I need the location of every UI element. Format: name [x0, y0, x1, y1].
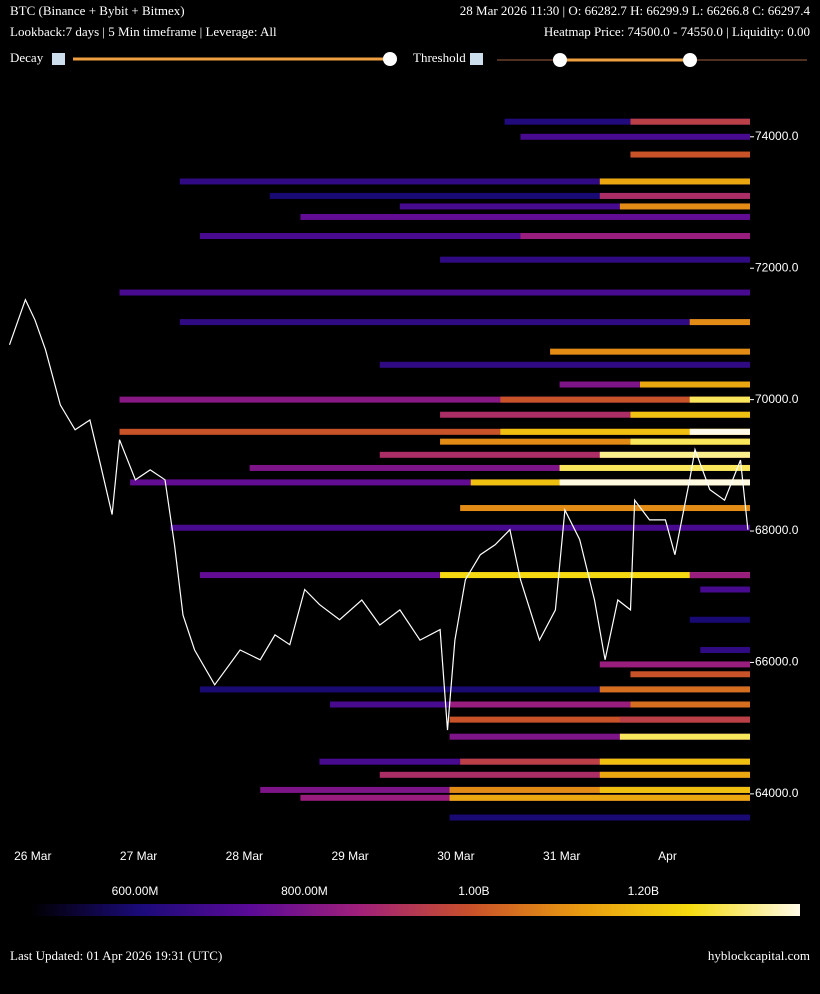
- heat-band: [449, 794, 750, 801]
- heat-band: [599, 786, 750, 793]
- heat-band: [689, 428, 750, 435]
- heat-band: [700, 646, 750, 653]
- heat-band: [500, 428, 750, 435]
- heat-band: [460, 505, 750, 512]
- heat-band: [689, 616, 750, 623]
- heat-band: [550, 348, 750, 355]
- chart-title: BTC (Binance + Bybit + Bitmex): [10, 3, 185, 18]
- heat-band: [599, 178, 750, 185]
- price-line: [8, 298, 749, 731]
- heat-band: [599, 192, 750, 199]
- y-tick-label: 66000.0: [755, 655, 799, 669]
- heat-band: [440, 256, 750, 263]
- x-tick-label: 26 Mar: [14, 849, 51, 863]
- source: hyblockcapital.com: [708, 948, 810, 963]
- colorbar-tick-label: 1.00B: [458, 884, 489, 898]
- heat-band: [130, 479, 750, 486]
- colorbar: [30, 904, 800, 916]
- heat-band: [440, 411, 750, 418]
- x-tick-label: 30 Mar: [437, 849, 474, 863]
- x-tick-label: 29 Mar: [331, 849, 368, 863]
- heat-band: [630, 411, 750, 418]
- colorbar-tick-label: 800.00M: [281, 884, 328, 898]
- heat-band: [399, 203, 750, 210]
- heat-band: [500, 396, 750, 403]
- x-tick-label: 28 Mar: [226, 849, 263, 863]
- heat-band: [379, 451, 750, 458]
- heat-band: [700, 586, 750, 593]
- x-tick-label: 31 Mar: [543, 849, 580, 863]
- heat-band: [440, 572, 750, 579]
- heat-band: [599, 661, 750, 668]
- heat-band: [449, 716, 750, 723]
- heat-band: [520, 133, 750, 140]
- x-tick-label: 27 Mar: [120, 849, 157, 863]
- y-tick-label: 68000.0: [755, 523, 799, 537]
- heat-band: [119, 289, 751, 296]
- heat-band: [599, 686, 750, 693]
- heat-band: [449, 733, 750, 740]
- heat-band: [179, 319, 750, 326]
- heat-band: [449, 701, 750, 708]
- plot-area: 64000.0 66000.0 68000.0 70000.0 72000.0 74000…: [8, 118, 799, 863]
- heat-band: [504, 118, 750, 125]
- decay-knob[interactable]: [383, 52, 397, 66]
- heat-band: [170, 524, 750, 531]
- heat-band: [520, 233, 750, 240]
- heat-band: [379, 771, 750, 778]
- heat-band: [269, 192, 750, 199]
- heat-band: [199, 686, 751, 693]
- footer: Last Updated: 01 Apr 2026 19:31 (UTC): [10, 948, 222, 963]
- heat-band: [630, 438, 750, 445]
- heat-band: [300, 213, 750, 220]
- heat-band: [119, 396, 751, 403]
- ohlc-info: 28 Mar 2026 11:30 | O: 66282.7 H: 66299.…: [460, 3, 811, 18]
- heat-band: [379, 361, 750, 368]
- y-tick-label: 70000.0: [755, 392, 799, 406]
- threshold-knob-low[interactable]: [553, 53, 567, 67]
- heat-band: [559, 464, 750, 471]
- x-tick-label: Apr: [658, 849, 677, 863]
- heat-band: [179, 178, 750, 185]
- heat-band: [619, 203, 750, 210]
- heat-band: [440, 438, 750, 445]
- heat-band: [689, 319, 750, 326]
- heat-band: [689, 396, 750, 403]
- heat-band: [639, 381, 750, 388]
- y-tick-label: 72000.0: [755, 260, 799, 274]
- y-tick-label: 74000.0: [755, 129, 799, 143]
- heat-band: [199, 233, 751, 240]
- colorbar-tick-label: 1.20B: [628, 884, 659, 898]
- heat-band: [449, 814, 750, 821]
- subtitle: Lookback:7 days | 5 Min timeframe | Leve…: [10, 24, 277, 39]
- heat-band: [689, 572, 750, 579]
- heat-band: [249, 464, 750, 471]
- heat-band: [630, 701, 750, 708]
- threshold-label: Threshold: [413, 50, 466, 65]
- heat-band: [630, 151, 750, 158]
- threshold-icon: [470, 53, 483, 65]
- heat-band: [630, 671, 750, 678]
- heat-band: [599, 451, 750, 458]
- y-tick-label: 64000.0: [755, 786, 799, 800]
- decay-icon: [52, 53, 65, 65]
- hover-info: Heatmap Price: 74500.0 - 74550.0 | Liqui…: [544, 24, 810, 39]
- threshold-knob-high[interactable]: [683, 53, 697, 67]
- heat-band: [619, 716, 750, 723]
- heat-band: [630, 118, 750, 125]
- heat-band: [619, 733, 750, 740]
- decay-label: Decay: [10, 50, 44, 65]
- colorbar-tick-label: 600.00M: [112, 884, 159, 898]
- heat-band: [599, 771, 750, 778]
- heat-band: [599, 758, 750, 765]
- heat-band: [559, 479, 750, 486]
- heat-band: [119, 428, 751, 435]
